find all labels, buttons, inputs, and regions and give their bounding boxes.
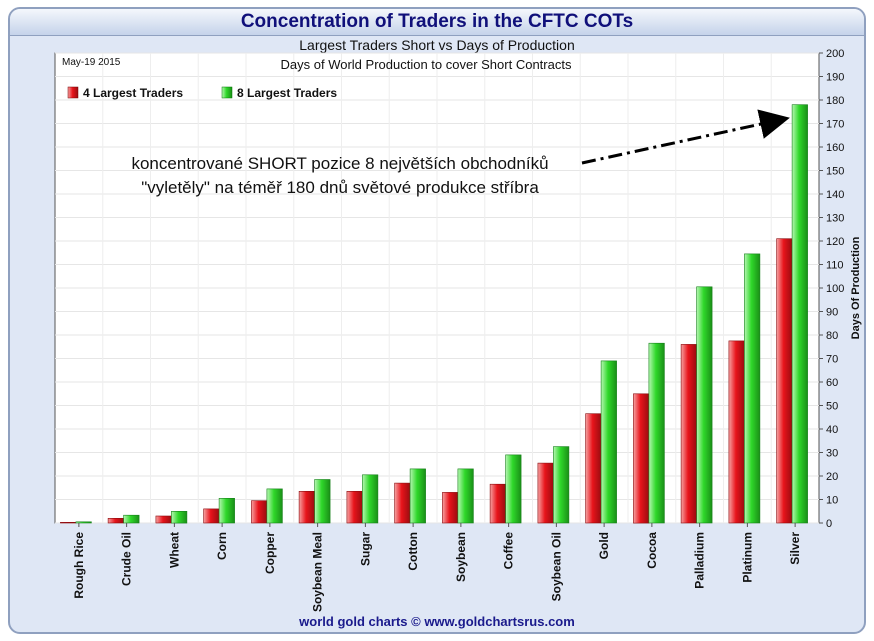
x-tick-label-soybean-oil: Soybean Oil	[549, 532, 563, 601]
bar-8-largest-coffee	[505, 454, 522, 524]
annotation-line-1: koncentrované SHORT pozice 8 největších …	[131, 154, 548, 173]
y-tick-label: 100	[826, 283, 844, 295]
bar-4-largest-crude-oil	[107, 517, 124, 524]
bar-8-largest-soybean	[457, 468, 474, 524]
y-tick-label: 80	[826, 330, 838, 342]
y-tick-label: 90	[826, 307, 838, 319]
y-tick-label: 120	[826, 236, 844, 248]
bar-8-largest-cotton	[409, 468, 426, 524]
x-tick-label-rough-rice: Rough Rice	[72, 532, 86, 599]
x-tick-label-corn: Corn	[215, 532, 229, 560]
bar-8-largest-soybean-meal	[314, 479, 331, 524]
y-tick-label: 50	[826, 401, 838, 413]
y-tick-label: 160	[826, 142, 844, 154]
y-tick-label: 170	[826, 119, 844, 131]
bar-8-largest-corn	[218, 497, 235, 524]
x-tick-label-copper: Copper	[263, 532, 277, 574]
x-tick-label-coffee: Coffee	[502, 532, 516, 570]
bar-4-largest-soybean	[442, 492, 459, 524]
x-tick-label-wheat: Wheat	[167, 532, 181, 568]
bar-8-largest-cocoa	[648, 342, 665, 524]
legend-label-8-largest: 8 Largest Traders	[237, 86, 337, 100]
bar-4-largest-rough-rice	[60, 521, 77, 524]
y-tick-label: 130	[826, 213, 844, 225]
bar-4-largest-coffee	[489, 483, 506, 524]
bar-4-largest-soybean-meal	[298, 490, 315, 524]
x-tick-label-gold: Gold	[597, 532, 611, 559]
bar-8-largest-wheat	[171, 510, 188, 524]
bar-8-largest-sugar	[362, 474, 379, 524]
bar-4-largest-copper	[251, 500, 268, 524]
y-tick-label: 10	[826, 495, 838, 507]
y-tick-label: 140	[826, 189, 844, 201]
legend-label-4-largest: 4 Largest Traders	[83, 86, 183, 100]
y-tick-label: 150	[826, 166, 844, 178]
annotation-line-2: "vyletěly" na téměř 180 dnů světové prod…	[141, 178, 539, 197]
chart-footer: world gold charts © www.goldchartsrus.co…	[299, 614, 575, 629]
bar-8-largest-crude-oil	[123, 514, 140, 524]
x-tick-label-platinum: Platinum	[740, 532, 754, 583]
annotation-arrow	[581, 109, 790, 165]
x-tick-label-soybean-meal: Soybean Meal	[311, 532, 325, 612]
bar-4-largest-soybean-oil	[537, 462, 554, 524]
bar-8-largest-palladium	[696, 286, 713, 524]
y-tick-label: 60	[826, 377, 838, 389]
bar-8-largest-soybean-oil	[553, 446, 570, 524]
bar-4-largest-wheat	[155, 515, 172, 524]
y-axis-title: Days Of Production	[850, 236, 862, 339]
legend: 4 Largest Traders 8 Largest Traders	[67, 86, 337, 100]
chart-title: Concentration of Traders in the CFTC COT…	[10, 9, 864, 36]
bar-4-largest-silver	[776, 238, 793, 524]
bar-4-largest-corn	[203, 508, 220, 524]
y-tick-label: 20	[826, 471, 838, 483]
legend-swatch-4-largest	[67, 86, 79, 99]
date-label: May-19 2015	[62, 57, 121, 68]
bar-4-largest-gold	[585, 413, 602, 524]
bar-8-largest-silver	[791, 104, 808, 524]
x-tick-label-sugar: Sugar	[358, 532, 372, 566]
y-tick-label: 180	[826, 95, 844, 107]
x-tick-label-crude-oil: Crude Oil	[120, 532, 134, 586]
bar-4-largest-palladium	[680, 344, 697, 524]
bar-4-largest-cotton	[394, 482, 411, 524]
bar-8-largest-copper	[266, 488, 283, 524]
legend-swatch-8-largest	[221, 86, 233, 99]
x-tick-label-silver: Silver	[788, 532, 802, 565]
y-tick-label: 190	[826, 72, 844, 84]
chart-subtitle: Largest Traders Short vs Days of Product…	[299, 37, 575, 53]
y-tick-label: 200	[826, 48, 844, 60]
bar-8-largest-gold	[600, 360, 617, 524]
bars-group	[60, 104, 808, 524]
x-tick-label-cocoa: Cocoa	[645, 532, 659, 569]
y-tick-label: 40	[826, 424, 838, 436]
y-tick-label: 0	[826, 518, 832, 530]
bar-4-largest-platinum	[728, 340, 745, 524]
bar-4-largest-cocoa	[633, 393, 650, 524]
inner-title: Days of World Production to cover Short …	[281, 57, 572, 72]
x-tick-label-cotton: Cotton	[406, 532, 420, 571]
bar-4-largest-sugar	[346, 490, 363, 524]
y-tick-label: 110	[826, 260, 844, 272]
x-tick-label-palladium: Palladium	[693, 532, 707, 589]
bar-8-largest-rough-rice	[75, 521, 92, 524]
bar-8-largest-platinum	[744, 253, 761, 524]
y-axis: 0 10 20 30 40 50 60 70 80 90 100 110 120 130 140 150 160…	[819, 48, 844, 530]
y-tick-label: 70	[826, 354, 838, 366]
y-tick-label: 30	[826, 448, 838, 460]
x-tick-label-soybean: Soybean	[454, 532, 468, 582]
x-axis: Rough Rice Crude Oil Wheat Corn Copper Soybea…	[72, 523, 802, 612]
